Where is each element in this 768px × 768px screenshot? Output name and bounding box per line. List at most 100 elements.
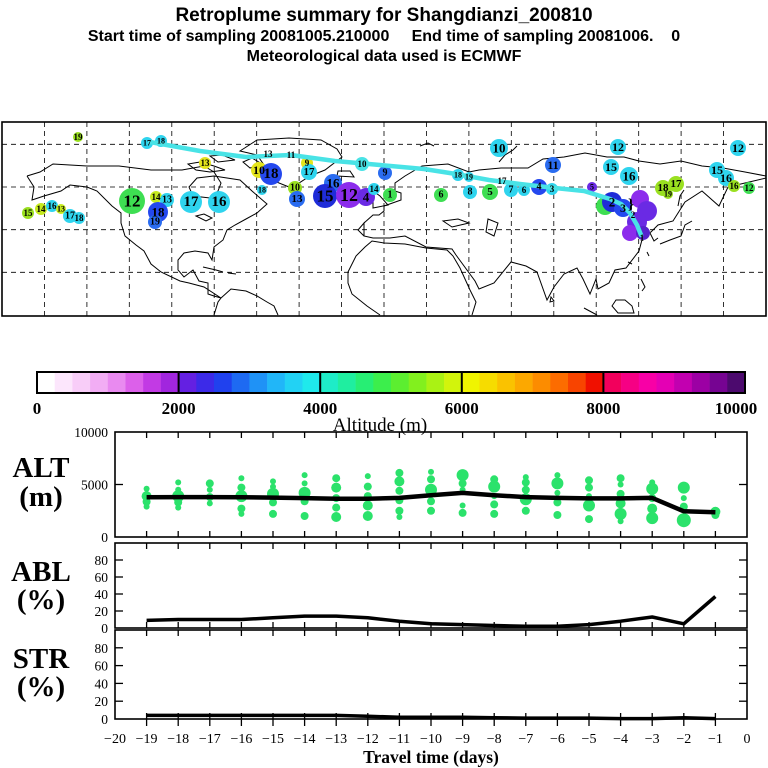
cluster-day-label: 7 <box>509 185 514 196</box>
x-tick-label: −12 <box>357 732 379 747</box>
alt-y-tick-label: 5000 <box>81 478 108 493</box>
plume-cluster-marker <box>148 215 162 229</box>
plume-cluster-marker <box>620 167 638 185</box>
particle-altitude-dot <box>301 480 308 487</box>
x-axis-title: Travel time (days) <box>363 747 499 767</box>
particle-altitude-dot <box>521 478 530 487</box>
colorbar-segment <box>621 372 640 393</box>
plume-cluster-marker <box>73 132 83 142</box>
str-y-tick-label: 80 <box>95 641 109 656</box>
cluster-day-label: 17 <box>143 139 151 148</box>
particle-altitude-dot <box>175 504 182 511</box>
cluster-day-label: 17 <box>304 166 316 178</box>
met-data-line: Meteorological data used is ECMWF <box>246 48 522 65</box>
colorbar-segment <box>355 372 374 393</box>
cluster-day-label: 15 <box>605 160 617 174</box>
x-axis: −20 −19 −18 −17 −16 −15 −14 −13 −12 −11 −10 −9 −8 −7−… <box>104 732 750 767</box>
coastline <box>549 251 650 316</box>
coastline <box>357 177 767 302</box>
colorbar-segment <box>603 372 622 393</box>
particle-altitude-dot <box>459 502 466 509</box>
particle-altitude-dot <box>521 506 530 515</box>
alt-unit: (m) <box>19 481 62 513</box>
str-panel-border <box>114 629 748 720</box>
colorbar-tick-label: 4000 <box>303 399 337 418</box>
cluster-day-label: 10 <box>358 159 368 169</box>
colorbar-segment <box>125 372 144 393</box>
colorbar-segment <box>90 372 109 393</box>
particle-altitude-dot <box>456 469 469 482</box>
colorbar-segment <box>691 372 710 393</box>
particle-altitude-dot <box>142 497 151 506</box>
plume-cluster-marker <box>378 166 392 180</box>
x-tick-label: −1 <box>708 732 723 747</box>
colorbar-segment <box>320 372 339 393</box>
colorbar-segment <box>107 372 126 393</box>
cluster-day-label: 13 <box>201 158 211 168</box>
str-y-tick-label: 60 <box>95 659 109 674</box>
cluster-day-label: 12 <box>340 185 358 205</box>
cluster-day-label: 18 <box>75 213 85 223</box>
x-tick-label: −7 <box>518 732 533 747</box>
cluster-day-label: 19 <box>664 190 672 199</box>
cluster-day-label: 10 <box>253 163 265 177</box>
particle-altitude-dot <box>395 506 404 515</box>
colorbar-segment <box>214 372 232 393</box>
cluster-day-label: 3 <box>550 184 555 194</box>
plume-cluster-marker <box>150 191 162 203</box>
plume-cluster-marker <box>728 180 740 192</box>
colorbar-segment <box>231 372 250 393</box>
plume-cluster-marker <box>22 207 34 219</box>
cluster-day-label: 5 <box>590 183 594 192</box>
colorbar-segment <box>302 372 321 393</box>
colorbar-segment <box>337 372 356 393</box>
plume-cluster-marker <box>383 188 397 202</box>
particle-altitude-dot <box>206 500 213 507</box>
colorbar-segment <box>550 372 569 393</box>
altitude-colorbar: 0 2000 4000 6000 8000 10000 Altitude (m) <box>33 371 757 436</box>
colorbar-segment <box>568 372 586 393</box>
x-tick-label: −2 <box>676 732 691 747</box>
cluster-day-label: 9 <box>383 168 388 179</box>
particle-altitude-dot <box>585 476 593 485</box>
cluster-day-label: 12 <box>732 141 744 155</box>
coastline <box>213 288 279 316</box>
plume-cluster-marker <box>663 189 673 199</box>
particle-altitude-dot <box>362 511 373 521</box>
colorbar-tick-label: 2000 <box>162 399 196 418</box>
colorbar-segment <box>37 372 55 393</box>
particle-altitude-dot <box>617 481 624 488</box>
plume-cluster-marker <box>610 139 626 155</box>
str-unit: (%) <box>17 671 65 703</box>
abl-unit: (%) <box>17 584 65 616</box>
cluster-day-label: 12 <box>745 183 755 193</box>
particle-altitude-dot <box>553 511 562 519</box>
cluster-day-label: 18 <box>454 171 462 180</box>
particle-altitude-dot <box>270 478 276 485</box>
cluster-day-label: 16 <box>720 171 732 185</box>
plume-cluster-marker <box>463 185 477 199</box>
particle-altitude-dot <box>490 500 499 509</box>
coastline <box>347 240 477 316</box>
particle-altitude-dot <box>585 515 593 524</box>
particle-altitude-dot <box>551 477 564 490</box>
particle-altitude-dot <box>206 486 213 493</box>
abl-panel: 0 20 40 60 80 ABL(%) <box>11 542 748 636</box>
particle-altitude-dot <box>362 500 373 511</box>
map-annotation: 17 <box>498 176 508 186</box>
coastline <box>202 142 518 275</box>
plume-cluster-marker <box>257 185 267 195</box>
particle-altitude-dot <box>269 498 277 507</box>
plume-cluster-marker <box>622 225 638 241</box>
cluster-day-label: 4 <box>363 190 370 205</box>
colorbar-tick-label: 6000 <box>445 399 479 418</box>
cluster-day-label: 15 <box>711 163 723 177</box>
particle-altitude-dot <box>238 475 245 482</box>
plume-cluster-marker <box>743 182 755 194</box>
particle-altitude-dot <box>427 475 435 484</box>
colorbar-segment <box>497 372 516 393</box>
str-y-tick-label: 40 <box>95 676 109 691</box>
plume-cluster-marker <box>289 191 305 207</box>
cluster-day-label: 14 <box>370 184 380 194</box>
